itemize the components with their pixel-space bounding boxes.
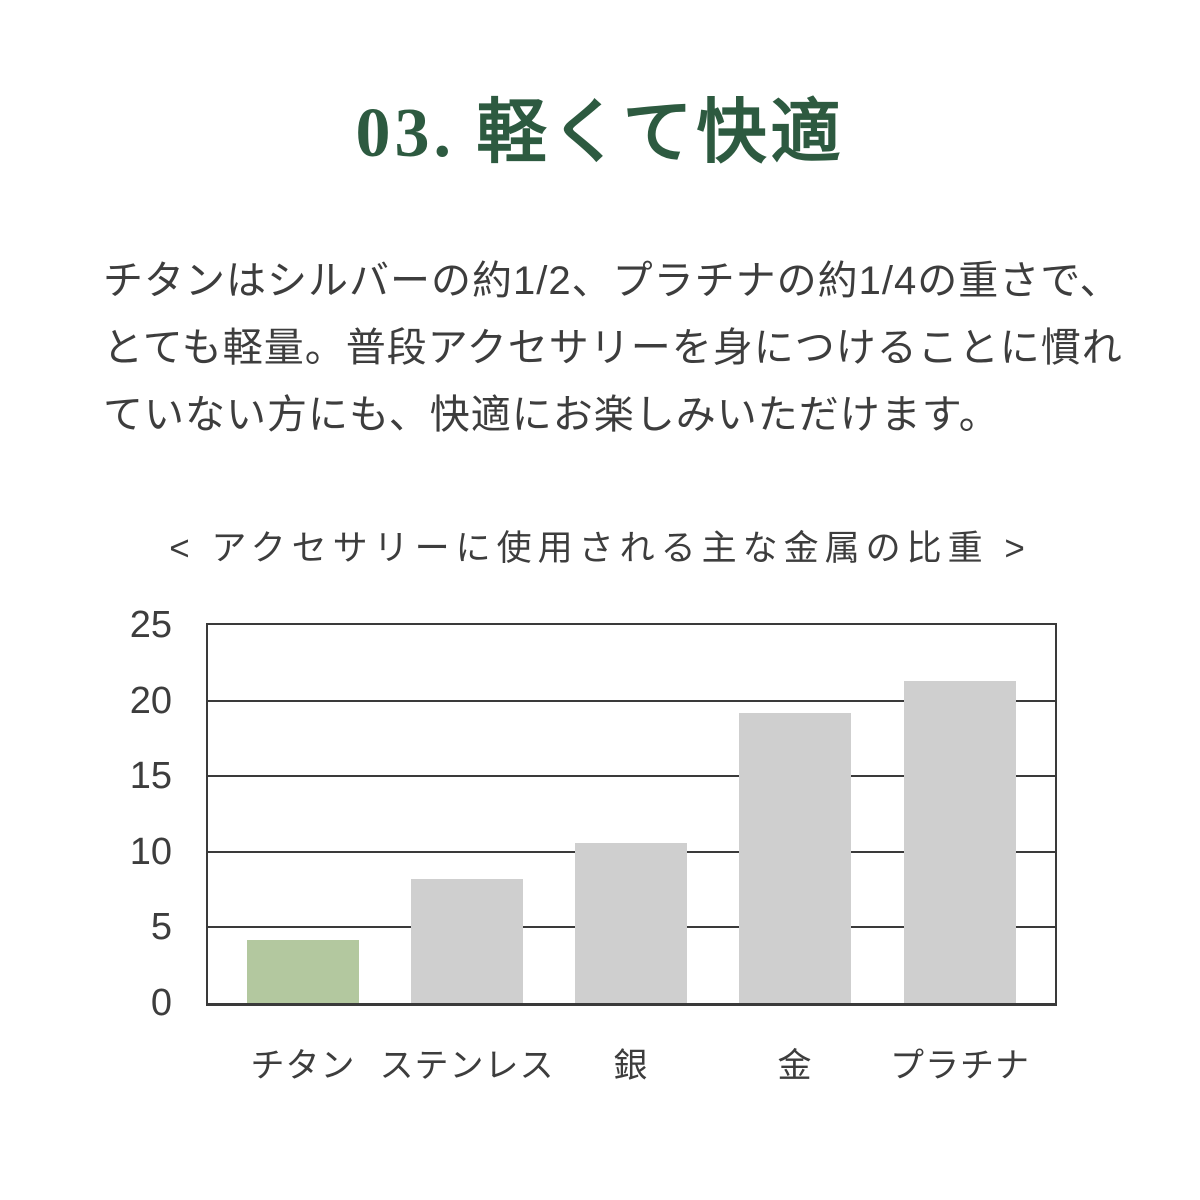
y-axis-tick-label: 20 (129, 679, 172, 722)
y-axis-tick-label: 15 (129, 755, 172, 798)
x-axis-label: 銀 (613, 1047, 649, 1085)
chart-bar-4 (739, 712, 851, 1003)
chart-title: < アクセサリーに使用される主な金属の比重 > (169, 529, 1031, 568)
section-title: 03. 軽くて快適 (355, 95, 845, 172)
x-axis-label: チタン (250, 1047, 356, 1085)
gridline-15 (208, 775, 1055, 778)
x-axis-label: ステンレス (379, 1047, 555, 1085)
paragraph-line-1: チタンはシルバーの約1/2、プラチナの約1/4の重さで、 (103, 259, 1121, 303)
x-axis-label: プラチナ (890, 1047, 1030, 1085)
y-axis-tick-label: 10 (129, 830, 172, 873)
y-axis-tick-label: 25 (129, 604, 172, 646)
x-axis-category-labels: チタン ステンレス 銀 金 プラチナ (208, 1046, 1055, 1096)
body-paragraph: チタンはシルバーの約1/2、プラチナの約1/4の重さで、 とても軽量。普段アクセ… (103, 248, 1123, 449)
gridline-20 (208, 699, 1055, 702)
chart-bar-5 (904, 680, 1016, 1003)
x-axis-label: 金 (777, 1047, 813, 1085)
paragraph-line-3: ていない方にも、快適にお楽しみいただけます。 (103, 393, 1000, 437)
paragraph-line-2: とても軽量。普段アクセサリーを身につけることに慣れ (103, 326, 1123, 370)
chart-bar-1 (247, 939, 359, 1003)
chart-bar-3 (575, 842, 687, 1003)
chart-bar-2 (411, 879, 523, 1003)
y-axis-tick-labels: 0 5 10 15 20 25 (80, 606, 190, 1022)
bar-chart-plot-area (206, 623, 1057, 1006)
y-axis-tick-label: 0 (150, 982, 172, 1024)
y-axis-tick-label: 5 (150, 906, 172, 949)
